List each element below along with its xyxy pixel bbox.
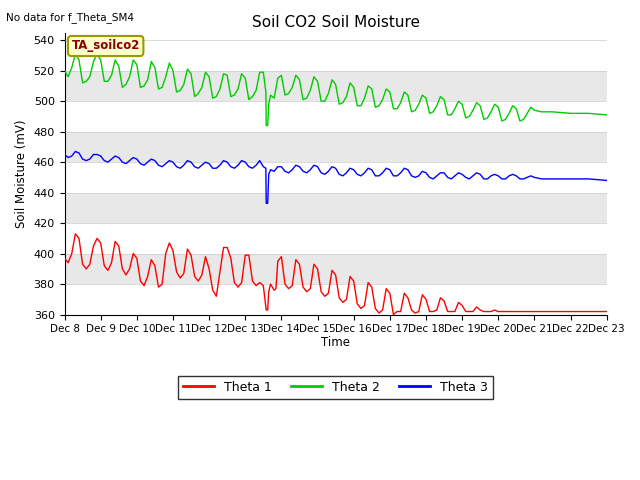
Text: No data for f_Theta_SM4: No data for f_Theta_SM4 [6,12,134,23]
Bar [65,71,607,101]
X-axis label: Time: Time [321,336,350,348]
Bar [65,284,607,314]
Bar [65,192,607,223]
Bar [65,223,607,253]
Bar [65,101,607,132]
Bar [65,162,607,192]
Title: Soil CO2 Soil Moisture: Soil CO2 Soil Moisture [252,15,420,30]
Bar [65,132,607,162]
Y-axis label: Soil Moisture (mV): Soil Moisture (mV) [15,120,28,228]
Legend: Theta 1, Theta 2, Theta 3: Theta 1, Theta 2, Theta 3 [178,375,493,398]
Bar [65,33,607,71]
Text: TA_soilco2: TA_soilco2 [72,39,140,52]
Bar [65,253,607,284]
